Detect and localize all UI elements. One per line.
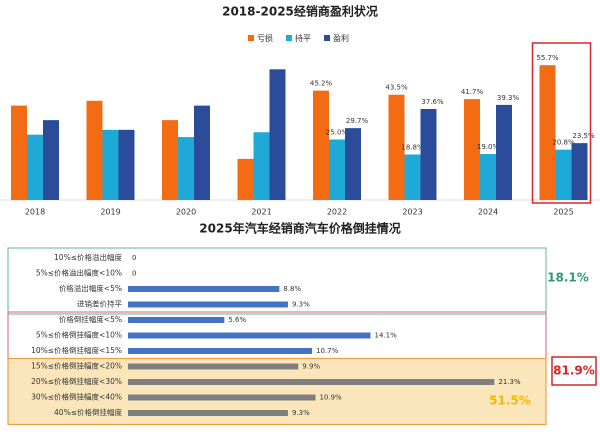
y-tick-label: 30%≤价格倒挂幅度<40% <box>31 392 122 402</box>
value-label: 45.2% <box>310 80 333 88</box>
x-tick-label: 2024 <box>478 208 498 217</box>
x-tick-label: 2022 <box>327 208 347 217</box>
chart-title: 2025年汽车经销商汽车价格倒挂情况 <box>199 221 400 236</box>
bar <box>345 128 361 200</box>
y-tick-label: 5%≤价格溢出幅度<10% <box>36 268 122 278</box>
bar <box>128 332 371 339</box>
bar <box>480 154 496 200</box>
annotation: 18.1% <box>547 271 589 285</box>
legend-label: 亏损 <box>257 33 273 43</box>
legend-label: 持平 <box>295 33 311 43</box>
y-tick-label: 10%≤价格倒挂幅度<15% <box>31 345 122 355</box>
value-label: 18.8% <box>401 144 424 152</box>
y-tick-label: 10%≤价格溢出幅度 <box>54 252 122 262</box>
value-label: 14.1% <box>375 332 398 340</box>
bar <box>237 158 254 200</box>
bar <box>11 105 27 200</box>
value-label: 9.3% <box>292 301 310 309</box>
group-box <box>7 247 547 315</box>
bar <box>404 154 421 200</box>
chart-title: 2018-2025经销商盈利状况 <box>222 4 378 19</box>
legend-swatch <box>286 35 292 41</box>
value-label: 9.9% <box>302 363 320 371</box>
bar <box>496 104 512 200</box>
bar <box>128 317 225 323</box>
highlight-box <box>531 42 592 204</box>
y-tick-label: 5%≤价格倒挂幅度<10% <box>36 330 122 340</box>
value-label: 10.9% <box>319 394 342 402</box>
legend-label: 盈利 <box>333 33 349 43</box>
y-tick-label: 20%≤价格倒挂幅度<30% <box>31 376 122 386</box>
bar <box>128 301 288 308</box>
bar <box>329 139 345 200</box>
bar <box>27 134 43 200</box>
bar <box>464 99 480 200</box>
bar <box>388 94 405 200</box>
bar <box>128 348 313 354</box>
bar <box>128 410 288 416</box>
value-label: 0 <box>132 254 136 262</box>
y-tick-label: 进销差价持平 <box>77 299 122 309</box>
value-label: 55.7% <box>536 54 559 62</box>
bar <box>86 100 103 200</box>
bar <box>571 143 588 200</box>
x-tick-label: 2021 <box>251 208 271 217</box>
value-label: 8.8% <box>283 285 301 293</box>
x-tick-label: 2019 <box>100 208 120 217</box>
annotation: 51.5% <box>489 394 531 408</box>
bar <box>128 379 495 385</box>
bar <box>555 149 572 200</box>
legend-swatch <box>248 35 254 41</box>
value-label: 19.0% <box>477 143 500 151</box>
bar <box>269 69 286 200</box>
bar <box>128 286 280 292</box>
annotation: 81.9% <box>553 364 595 378</box>
value-label: 43.5% <box>385 84 408 92</box>
bar <box>313 90 329 200</box>
x-tick-label: 2020 <box>176 208 196 217</box>
bar <box>178 137 194 200</box>
bar <box>102 129 119 200</box>
y-tick-label: 15%≤价格倒挂幅度<20% <box>31 361 122 371</box>
value-label: 37.6% <box>421 98 444 106</box>
value-label: 41.7% <box>461 88 484 96</box>
bar <box>539 65 556 201</box>
value-label: 5.6% <box>228 316 246 324</box>
value-label: 10.7% <box>316 347 339 355</box>
value-label: 29.7% <box>346 117 369 125</box>
y-tick-label: 价格倒挂幅度<5% <box>59 314 122 324</box>
legend-swatch <box>324 35 330 41</box>
x-tick-label: 2018 <box>25 208 45 217</box>
bar <box>128 363 299 370</box>
value-label: 25.0% <box>326 129 349 137</box>
y-tick-label: 价格溢出幅度<5% <box>59 283 122 293</box>
bar <box>253 132 270 200</box>
bar <box>420 109 437 200</box>
bar <box>43 120 59 200</box>
x-tick-label: 2023 <box>402 208 422 217</box>
bar <box>194 105 210 200</box>
y-tick-label: 40%≤价格倒挂幅度 <box>54 407 122 417</box>
bar <box>128 394 316 401</box>
value-label: 23.5% <box>572 132 595 140</box>
bar <box>162 120 178 200</box>
x-tick-label: 2025 <box>553 208 573 217</box>
value-label: 0 <box>132 270 136 278</box>
value-label: 20.8% <box>552 139 575 147</box>
value-label: 39.3% <box>497 94 520 102</box>
value-label: 9.3% <box>292 409 310 417</box>
bar <box>118 129 135 200</box>
value-label: 21.3% <box>498 378 521 386</box>
annotation-box <box>551 356 597 386</box>
